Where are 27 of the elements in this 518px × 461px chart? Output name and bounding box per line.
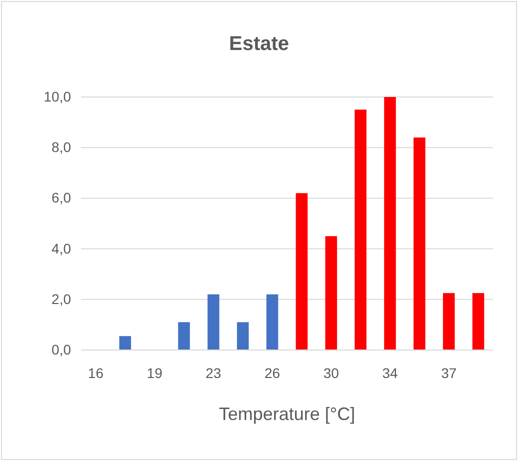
- x-tick-label: 16: [88, 364, 104, 381]
- x-tick-label: 26: [264, 364, 280, 381]
- x-tick-label: 34: [382, 364, 398, 381]
- y-tick-label: 4,0: [52, 240, 72, 256]
- bar: [296, 193, 308, 350]
- x-tick-label: 30: [323, 364, 340, 381]
- y-tick-label: 8,0: [52, 139, 72, 156]
- x-axis-title: Temperature [°C]: [218, 404, 356, 424]
- bar: [208, 294, 220, 350]
- y-tick-label: 2,0: [52, 290, 72, 307]
- bar: [325, 236, 338, 350]
- bar: [266, 294, 278, 350]
- bar: [178, 322, 190, 350]
- x-tick-label: 37: [441, 364, 457, 381]
- bar: [414, 137, 426, 350]
- bar: [119, 336, 132, 350]
- bar: [236, 322, 249, 350]
- bar: [472, 293, 484, 350]
- bar: [354, 110, 366, 350]
- bar: [384, 97, 396, 350]
- bar: [442, 293, 455, 350]
- chart-title: Estate: [228, 33, 290, 55]
- x-tick-label: 19: [146, 364, 163, 381]
- y-tick-label: 10,0: [44, 88, 72, 104]
- y-tick-label: 0,0: [52, 341, 72, 358]
- x-tick-label: 23: [206, 364, 222, 381]
- y-tick-label: 6,0: [52, 190, 72, 206]
